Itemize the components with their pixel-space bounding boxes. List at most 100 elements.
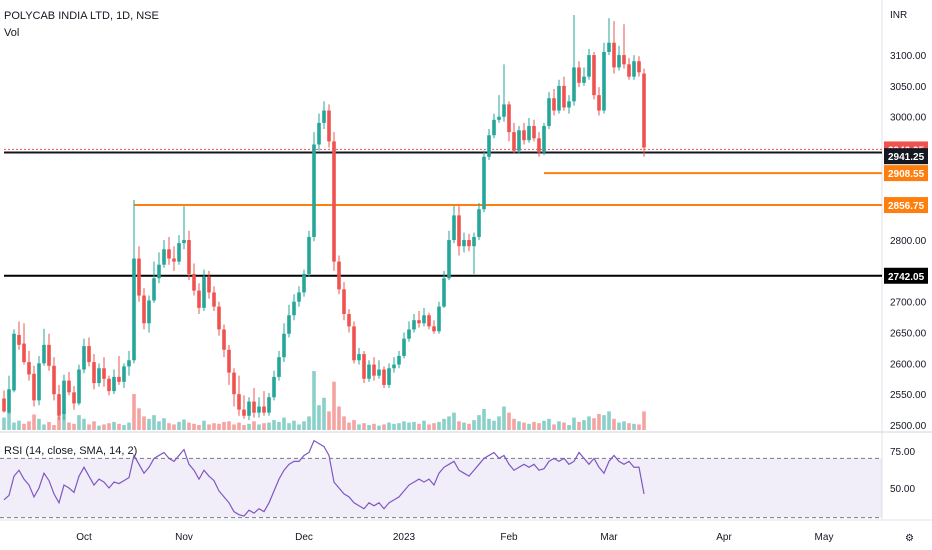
candle-body — [587, 55, 591, 77]
candle-body — [12, 333, 16, 391]
candle-body — [342, 289, 346, 315]
candle-body — [2, 398, 6, 412]
candle-body — [207, 277, 211, 293]
candle-body — [52, 365, 56, 395]
volume-bar — [447, 416, 451, 430]
candle-body — [507, 104, 511, 133]
volume-bar — [322, 397, 326, 430]
volume-bar — [47, 421, 51, 430]
candle-body — [212, 292, 216, 307]
candle-body — [392, 364, 396, 369]
price-tag-label: 2941.25 — [888, 152, 925, 163]
candle-body — [607, 42, 611, 52]
candle-body — [82, 346, 86, 370]
candle-body — [22, 343, 26, 363]
candle-body — [417, 320, 421, 324]
volume-bar — [222, 421, 226, 430]
volume-bar — [297, 424, 301, 430]
candle-body — [112, 376, 116, 392]
candle-body — [222, 329, 226, 350]
volume-bar — [612, 418, 616, 430]
volume-bar — [257, 424, 261, 430]
candle-body — [277, 357, 281, 377]
price-tick-label: 2650.00 — [890, 329, 927, 340]
candle-body — [592, 55, 596, 96]
volume-bar — [632, 423, 636, 430]
volume-bar — [387, 422, 391, 430]
volume-bar — [537, 423, 541, 430]
candle-body — [262, 406, 266, 413]
volume-bar — [72, 423, 76, 430]
candle-body — [362, 354, 366, 379]
volume-bar — [602, 415, 606, 430]
candle-body — [552, 98, 556, 111]
candle-body — [637, 61, 641, 73]
volume-bar — [122, 425, 126, 430]
candle-body — [132, 258, 136, 361]
candle-body — [137, 258, 141, 296]
volume-bar — [67, 422, 71, 430]
volume-bar — [392, 423, 396, 430]
candle-body — [512, 132, 516, 151]
volume-bar — [22, 423, 26, 430]
candle-body — [477, 209, 481, 237]
price-tick-label: 2800.00 — [890, 236, 927, 247]
price-tag — [884, 165, 928, 182]
candle-body — [287, 315, 291, 334]
volume-bar — [242, 425, 246, 430]
candle-body — [612, 42, 616, 68]
candle-body — [487, 135, 491, 157]
candle-body — [532, 125, 536, 139]
volume-bar — [192, 423, 196, 430]
candle-body — [312, 144, 316, 237]
candle-body — [397, 355, 401, 365]
candle-body — [642, 73, 646, 148]
price-tick-label: 2500.00 — [890, 421, 927, 432]
volume-bar — [127, 422, 131, 430]
candle-body — [352, 326, 356, 361]
rsi-tick-label: 50.00 — [890, 484, 915, 495]
currency-label: INR — [890, 10, 907, 21]
time-tick-label: Mar — [600, 532, 618, 543]
volume-bar — [467, 423, 471, 430]
candle-body — [87, 346, 91, 363]
volume-bar — [107, 423, 111, 430]
time-tick-label: Nov — [175, 532, 193, 543]
volume-bar — [497, 416, 501, 430]
candle-body — [127, 360, 131, 367]
candle-body — [177, 243, 181, 262]
candle-body — [122, 366, 126, 382]
volume-bar — [62, 411, 66, 430]
candle-body — [602, 51, 606, 111]
volume-bar — [482, 408, 486, 430]
volume-bar — [492, 420, 496, 430]
volume-bar — [137, 408, 141, 430]
volume-bar — [397, 423, 401, 430]
candle-body — [257, 406, 261, 413]
candle-body — [102, 368, 106, 379]
volume-bar — [27, 421, 31, 430]
volume-bar — [102, 424, 106, 430]
volume-bar — [432, 423, 436, 430]
candle-body — [237, 394, 241, 410]
candle-body — [412, 320, 416, 330]
candle-body — [497, 116, 501, 120]
volume-bar — [627, 423, 631, 430]
volume-bar — [97, 425, 101, 430]
volume-bar — [162, 418, 166, 430]
volume-bar — [307, 416, 311, 430]
volume-bar — [2, 417, 6, 430]
candle-body — [437, 306, 441, 332]
price-tick-label: 3100.00 — [890, 51, 927, 62]
candle-body — [292, 301, 296, 316]
price-tick-label: 2600.00 — [890, 359, 927, 370]
volume-bar — [332, 381, 336, 430]
candle-body — [117, 376, 121, 382]
volume-bar — [607, 411, 611, 430]
volume-bar — [267, 422, 271, 430]
candle-body — [567, 101, 571, 108]
settings-icon[interactable]: ⚙ — [905, 533, 914, 544]
volume-bar — [302, 421, 306, 430]
